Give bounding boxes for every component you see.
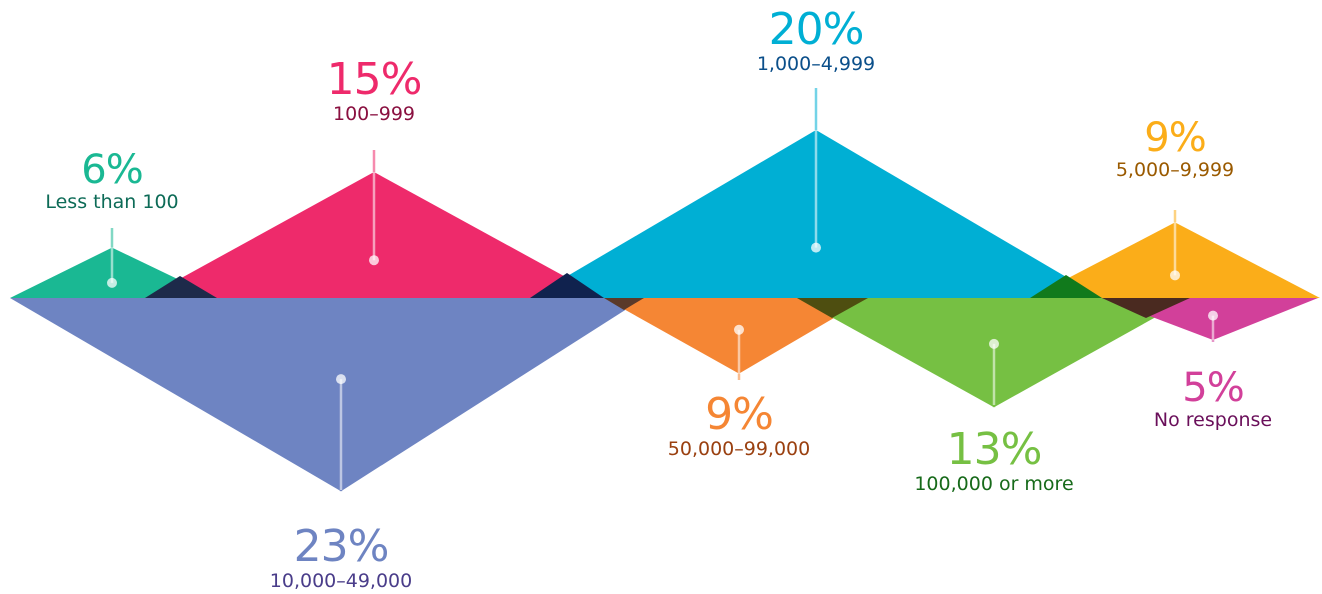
category-label: 1,000–4,999 [756,53,876,75]
category-label: Less than 100 [45,191,179,213]
data-label-1: 6% Less than 100 [0,150,242,213]
triangle-6 [604,298,868,374]
value-label: 23% [293,521,390,572]
category-label: 100,000 or more [914,473,1074,495]
overlap-layer [145,273,1190,318]
data-label-5: 23% 10,000–49,000 [211,525,471,592]
value-label: 9% [1144,115,1206,161]
overlap-wedge-3 [1030,275,1102,298]
value-label: 15% [326,54,423,105]
leader-dot-7 [989,338,999,349]
data-label-4: 9% 5,000–9,999 [1045,118,1305,181]
value-label: 9% [705,389,774,440]
value-label: 20% [768,4,865,55]
leader-layer [107,88,1218,492]
leader-dot-3 [811,242,821,253]
triangle-5 [10,298,644,492]
data-label-2: 15% 100–999 [244,58,504,125]
category-label: 50,000–99,000 [667,438,811,460]
leader-dot-6 [734,324,744,335]
leader-dot-2 [369,255,379,266]
data-label-6: 9% 50,000–99,000 [609,393,869,460]
data-label-7: 13% 100,000 or more [864,428,1124,495]
leader-dot-8 [1208,310,1218,321]
leader-dot-5 [336,374,346,385]
data-label-3: 20% 1,000–4,999 [686,8,946,75]
category-label: 10,000–49,000 [269,570,413,592]
category-label: 100–999 [332,103,416,125]
value-label: 5% [1182,365,1244,411]
value-label: 13% [946,424,1043,475]
overlap-wedge-2 [530,273,604,298]
category-label: No response [1153,409,1273,431]
data-label-8: 5% No response [1083,368,1322,431]
value-label: 6% [81,147,143,193]
overlap-wedge-6 [1102,298,1190,318]
leader-dot-4 [1170,270,1180,281]
overlap-wedge-4 [604,298,644,310]
leader-dot-1 [107,277,117,288]
category-label: 5,000–9,999 [1115,159,1235,181]
overlap-wedge-1 [145,276,217,298]
overlap-wedge-5 [797,298,868,318]
